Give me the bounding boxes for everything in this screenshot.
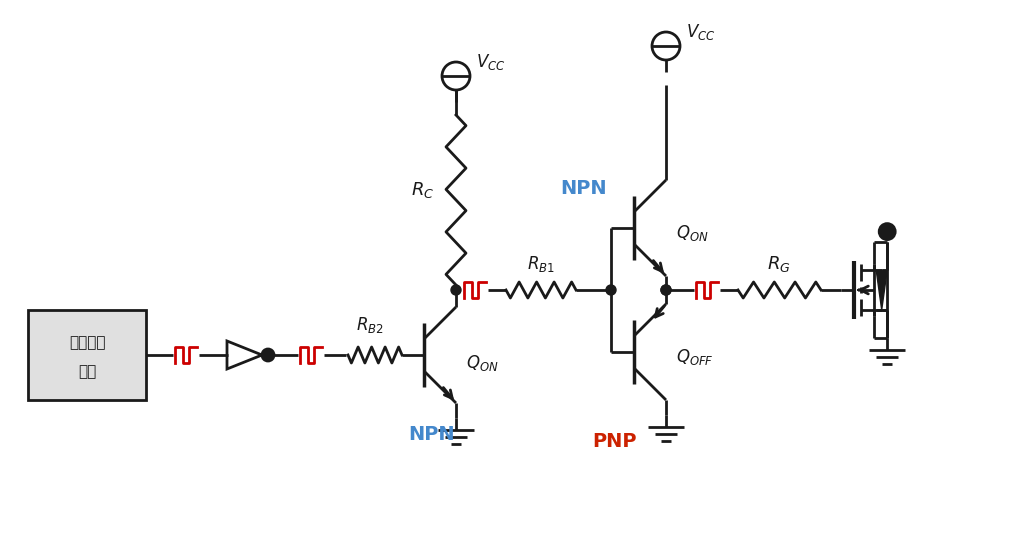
Circle shape [880, 223, 895, 240]
Text: 回路: 回路 [78, 364, 96, 379]
Text: $Q_{OFF}$: $Q_{OFF}$ [676, 347, 714, 367]
Text: $Q_{ON}$: $Q_{ON}$ [676, 223, 709, 243]
Text: $V_{CC}$: $V_{CC}$ [686, 22, 716, 42]
Text: PNP: PNP [592, 432, 636, 451]
Text: $Q_{ON}$: $Q_{ON}$ [466, 353, 499, 373]
Text: $R_{B2}$: $R_{B2}$ [356, 315, 384, 335]
Circle shape [662, 285, 671, 295]
Text: デジタル: デジタル [69, 335, 105, 350]
Text: $R_{B1}$: $R_{B1}$ [527, 254, 555, 274]
Text: NPN: NPN [561, 179, 607, 198]
Bar [28, 310, 146, 400]
Text: $V_{CC}$: $V_{CC}$ [476, 52, 506, 72]
Circle shape [662, 285, 671, 295]
Circle shape [451, 285, 461, 295]
Circle shape [606, 285, 616, 295]
Circle shape [262, 349, 274, 361]
Text: $R_G$: $R_G$ [767, 254, 791, 274]
Polygon shape [877, 270, 887, 310]
Text: NPN: NPN [409, 426, 456, 444]
Text: $R_C$: $R_C$ [411, 180, 434, 200]
